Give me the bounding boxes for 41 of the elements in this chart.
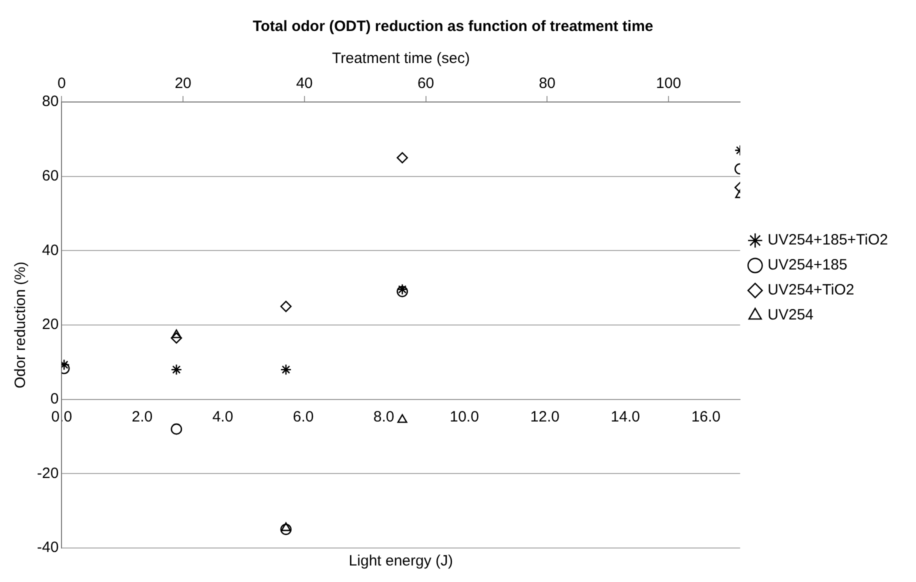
x-tick-label: 14.0 [610,408,640,426]
x-tick-label: 0.0 [51,408,72,426]
point [170,332,182,344]
y-tick-label: -20 [36,464,59,482]
legend-label: UV254+185 [768,256,848,274]
x2-tick-label: 100 [656,75,682,92]
point [280,300,292,312]
x-tick-label: 2.0 [132,408,153,426]
chart-title: Total odor (ODT) reduction as function of treatment time [252,18,654,36]
x-tick-label: 16.0 [691,408,721,426]
x-tick-label: 10.0 [450,408,479,426]
point [171,329,182,338]
x-axis-title: Light energy (J) [348,552,454,570]
x2-tick-label: 80 [538,75,556,92]
y-tick-label: 20 [42,316,59,334]
x2-tick-label: 40 [296,75,313,92]
x-tick-label: 12.0 [530,408,560,426]
point [396,284,408,295]
point [396,286,408,298]
x2-tick-label: 60 [417,75,434,92]
x-tick-label: 8.0 [373,408,394,426]
x2-tick-label: 20 [174,75,192,92]
y-axis-title: Odor reduction (%) [12,262,30,388]
point [170,364,182,376]
point [280,524,292,536]
y-tick-label: 60 [42,167,59,184]
x-tick-label: 6.0 [292,408,314,426]
x2-axis-title: Treatment time (sec) [332,50,470,68]
x-tick-label: 4.0 [212,408,234,426]
legend-label: UV254+185+TiO2 [768,232,888,249]
point [170,423,182,435]
y-tick-label: 0 [50,390,59,408]
point [396,152,408,164]
y-tick-label: 80 [42,93,59,110]
point [280,364,292,376]
y-tick-label: -40 [36,539,59,556]
point [280,522,291,532]
legend-label: UV254 [768,306,814,324]
point [397,414,408,423]
legend-label: UV254+TiO2 [768,282,854,299]
y-tick-label: 40 [42,242,59,259]
